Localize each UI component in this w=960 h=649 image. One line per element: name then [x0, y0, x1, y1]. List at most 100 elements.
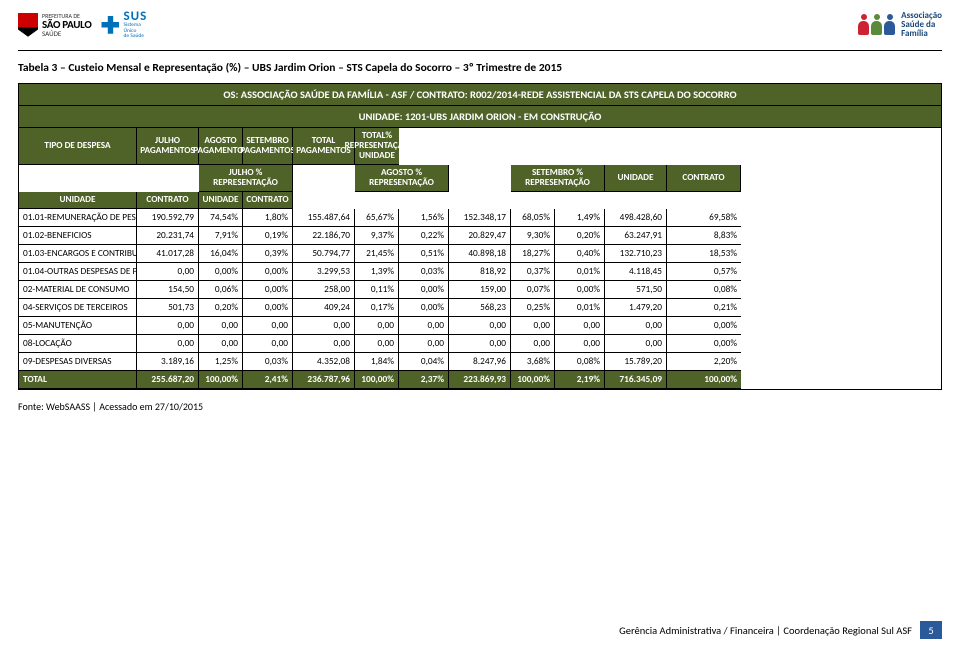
- logos-left: PREFEITURA DE SÃO PAULO SAÚDE SUS Sistem…: [18, 10, 147, 40]
- row-value: 0,00: [137, 263, 199, 281]
- row-value: 0,00: [199, 317, 243, 335]
- row-label: 09-DESPESAS DIVERSAS: [19, 353, 137, 371]
- row-value: 20.231,74: [137, 227, 199, 245]
- row-value: 100,00%: [667, 371, 741, 389]
- row-value: 74,54%: [199, 209, 243, 227]
- row-value: 0,00%: [667, 335, 741, 353]
- row-value: 716.345,09: [605, 371, 667, 389]
- header-divider: [18, 50, 942, 51]
- row-value: 7,91%: [199, 227, 243, 245]
- row-value: 8,83%: [667, 227, 741, 245]
- row-value: 818,92: [449, 263, 511, 281]
- col-julho-pag: JULHO PAGAMENTOS: [137, 128, 199, 165]
- row-value: 0,00: [449, 335, 511, 353]
- row-value: 18,53%: [667, 245, 741, 263]
- row-value: 1,39%: [355, 263, 399, 281]
- row-value: 568,23: [449, 299, 511, 317]
- row-value: 1,84%: [355, 353, 399, 371]
- row-value: 0,00: [605, 317, 667, 335]
- row-label: 01.02-BENEFICIOS: [19, 227, 137, 245]
- row-value: 0,00: [355, 317, 399, 335]
- row-label: 01.01-REMUNERAÇÃO DE PESSOAL: [19, 209, 137, 227]
- row-value: 0,00%: [399, 299, 449, 317]
- table-container: OS: ASSOCIAÇÃO SAÚDE DA FAMÍLIA - ASF / …: [18, 83, 942, 391]
- row-value: 0,11%: [355, 281, 399, 299]
- row-value: 1,25%: [199, 353, 243, 371]
- row-value: 0,00: [199, 335, 243, 353]
- row-value: 2,37%: [399, 371, 449, 389]
- row-label: 01.04-OUTRAS DESPESAS DE PESSOAL: [19, 263, 137, 281]
- row-value: 258,00: [293, 281, 355, 299]
- row-value: 0,57%: [667, 263, 741, 281]
- col-tipo: TIPO DE DESPESA: [19, 128, 137, 165]
- row-value: 3.299,53: [293, 263, 355, 281]
- table-row: 05-MANUTENÇÃO0,000,000,000,000,000,000,0…: [19, 317, 941, 335]
- row-value: 501,73: [137, 299, 199, 317]
- row-value: 0,00: [355, 335, 399, 353]
- asf-logo: Associação Saúde da Família: [858, 11, 942, 39]
- row-value: 0,22%: [399, 227, 449, 245]
- row-value: 0,00: [243, 335, 293, 353]
- col-setembro-rep: SETEMBRO % REPRESENTAÇÃO: [511, 165, 605, 192]
- col-agosto-pag: AGOSTO PAGAMENTOS: [199, 128, 243, 165]
- row-value: 4.118,45: [605, 263, 667, 281]
- row-value: 0,00: [511, 335, 555, 353]
- row-value: 154,50: [137, 281, 199, 299]
- row-value: 0,07%: [511, 281, 555, 299]
- page-number: 5: [920, 621, 942, 639]
- col-ago-contrato: CONTRATO: [137, 192, 199, 209]
- table-row: 01.01-REMUNERAÇÃO DE PESSOAL190.592,7974…: [19, 209, 941, 227]
- row-value: 0,17%: [355, 299, 399, 317]
- row-value: 255.687,20: [137, 371, 199, 389]
- row-value: 159,00: [449, 281, 511, 299]
- col-total-rep: TOTAL% REPRESENTAÇÃO UNIDADE: [355, 128, 399, 165]
- row-value: 0,00%: [243, 263, 293, 281]
- row-value: 0,25%: [511, 299, 555, 317]
- row-value: 0,03%: [399, 263, 449, 281]
- row-value: 8.247,96: [449, 353, 511, 371]
- row-value: 0,37%: [511, 263, 555, 281]
- sus-sub3: de Saúde: [123, 34, 147, 40]
- row-value: 0,00%: [667, 317, 741, 335]
- row-value: 0,21%: [667, 299, 741, 317]
- row-value: 223.869,93: [449, 371, 511, 389]
- row-value: 18,27%: [511, 245, 555, 263]
- row-label: 01.03-ENCARGOS E CONTRIBUIÇÕES: [19, 245, 137, 263]
- source-note: Fonte: WebSAASS | Acessado em 27/10/2015: [18, 400, 942, 413]
- col-jul-contrato: CONTRATO: [667, 165, 741, 192]
- table-row: 08-LOCAÇÃO0,000,000,000,000,000,000,000,…: [19, 335, 941, 353]
- row-value: 0,40%: [555, 245, 605, 263]
- col-julho-rep: JULHO % REPRESENTAÇÃO: [199, 165, 293, 192]
- row-value: 0,03%: [243, 353, 293, 371]
- row-value: 100,00%: [355, 371, 399, 389]
- row-value: 190.592,79: [137, 209, 199, 227]
- row-value: 0,00: [137, 317, 199, 335]
- row-value: 0,00: [555, 317, 605, 335]
- table-row: 01.02-BENEFICIOS20.231,747,91%0,19%22.18…: [19, 227, 941, 245]
- row-value: 0,00: [137, 335, 199, 353]
- col-jul-unidade: UNIDADE: [605, 165, 667, 192]
- table-row: 09-DESPESAS DIVERSAS3.189,161,25%0,03%4.…: [19, 353, 941, 371]
- row-value: 0,04%: [399, 353, 449, 371]
- table-body: 01.01-REMUNERAÇÃO DE PESSOAL190.592,7974…: [19, 209, 941, 389]
- row-value: 0,00%: [399, 281, 449, 299]
- row-value: 409,24: [293, 299, 355, 317]
- row-value: 0,19%: [243, 227, 293, 245]
- header-logos: PREFEITURA DE SÃO PAULO SAÚDE SUS Sistem…: [18, 10, 942, 40]
- row-value: 1,80%: [243, 209, 293, 227]
- table-row: 01.03-ENCARGOS E CONTRIBUIÇÕES41.017,281…: [19, 245, 941, 263]
- table-title: Tabela 3 – Custeio Mensal e Representaçã…: [18, 61, 942, 75]
- row-value: 0,00: [605, 335, 667, 353]
- row-value: 0,00: [555, 335, 605, 353]
- row-value: 50.794,77: [293, 245, 355, 263]
- row-label: TOTAL: [19, 371, 137, 389]
- row-label: 02-MATERIAL DE CONSUMO: [19, 281, 137, 299]
- row-value: 9,30%: [511, 227, 555, 245]
- sus-plus-icon: [101, 16, 119, 34]
- row-value: 22.186,70: [293, 227, 355, 245]
- row-value: 155.487,64: [293, 209, 355, 227]
- row-value: 0,00: [293, 317, 355, 335]
- page-footer: Gerência Administrativa / Financeira | C…: [18, 621, 942, 639]
- row-label: 05-MANUTENÇÃO: [19, 317, 137, 335]
- row-value: 0,51%: [399, 245, 449, 263]
